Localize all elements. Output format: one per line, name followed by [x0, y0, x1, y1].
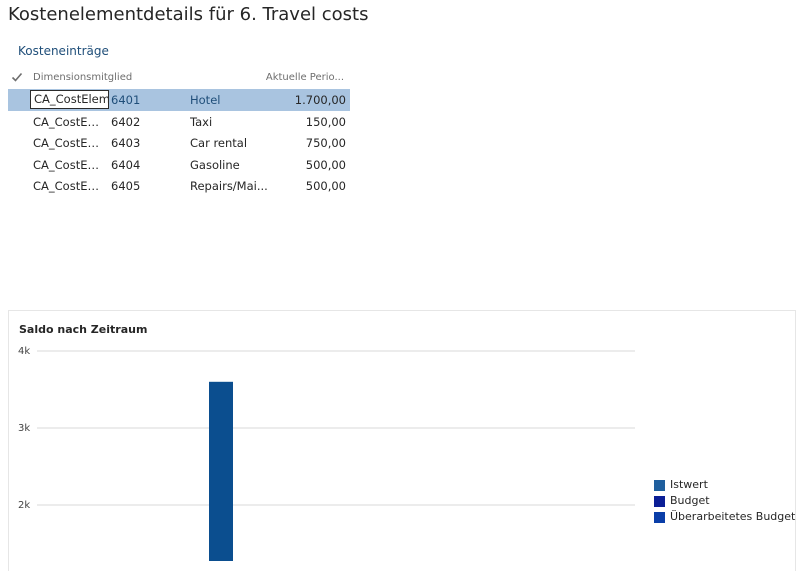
cell-amount: 150,00	[305, 114, 346, 129]
cost-entries-link[interactable]: Kosteneinträge	[18, 44, 109, 58]
table-row[interactable]: CA_CostEle... 6403 Car rental 750,00	[8, 132, 350, 154]
table-row[interactable]: CA_CostEle... 6404 Gasoline 500,00	[8, 154, 350, 176]
cell-name: Repairs/Mai...	[190, 179, 268, 193]
legend-label: Budget	[670, 494, 710, 507]
cell-amount: 1.700,00	[294, 93, 346, 107]
cell-amount: 500,00	[305, 179, 346, 193]
column-header-period[interactable]: Aktuelle Perio...	[265, 72, 344, 83]
column-header-dimension[interactable]: Dimensionsmitglied	[33, 72, 133, 83]
cell-number: 6402	[111, 114, 141, 129]
cell-dimension[interactable]: CA_CostElem	[30, 90, 109, 109]
checkmark-icon[interactable]	[11, 71, 23, 83]
cell-amount: 750,00	[305, 136, 346, 150]
grid-body: CA_CostElem 6401 Hotel 1.700,00 CA_CostEle..…	[8, 89, 350, 197]
cell-name: Hotel	[190, 93, 221, 107]
cell-dimension: CA_CostEle...	[33, 179, 102, 193]
cell-dimension: CA_CostEle...	[33, 136, 102, 150]
cell-number: 6405	[111, 179, 141, 193]
table-row[interactable]: CA_CostEle... 6405 Repairs/Mai... 500,00	[8, 175, 350, 197]
chart-panel: Saldo nach Zeitraum 4k 3k 2k Istwert Budget…	[8, 310, 796, 571]
cell-dimension: CA_CostEle...	[33, 157, 102, 172]
page-title: Kostenelementdetails für 6. Travel costs	[8, 4, 369, 25]
cell-name: Taxi	[190, 114, 213, 129]
balance-chart: 4k 3k 2k	[18, 346, 635, 561]
cell-dimension: CA_CostEle...	[33, 114, 102, 129]
y-tick-label: 4k	[18, 346, 30, 357]
y-tick-label: 3k	[18, 423, 30, 434]
cell-name: Car rental	[190, 136, 248, 150]
grid-header: Dimensionsmitglied Aktuelle Perio...	[8, 69, 350, 89]
legend-swatch	[654, 496, 665, 507]
legend-swatch	[654, 512, 665, 523]
cost-entries-grid: Dimensionsmitglied Aktuelle Perio... CA_…	[8, 69, 350, 197]
table-row[interactable]: CA_CostEle... 6402 Taxi 150,00	[8, 111, 350, 133]
cell-amount: 500,00	[305, 157, 346, 172]
legend-swatch	[654, 480, 665, 491]
table-row[interactable]: CA_CostElem 6401 Hotel 1.700,00	[8, 89, 350, 111]
cell-number: 6401	[111, 93, 141, 107]
cell-number: 6404	[111, 157, 141, 172]
cell-name: Gasoline	[190, 157, 240, 172]
cell-number: 6403	[111, 136, 141, 150]
chart-title: Saldo nach Zeitraum	[19, 323, 148, 336]
bar-istwert[interactable]	[209, 381, 233, 561]
y-tick-label: 2k	[18, 500, 30, 511]
legend-label: Überarbeitetes Budget	[670, 510, 796, 523]
legend-label: Istwert	[670, 478, 708, 491]
